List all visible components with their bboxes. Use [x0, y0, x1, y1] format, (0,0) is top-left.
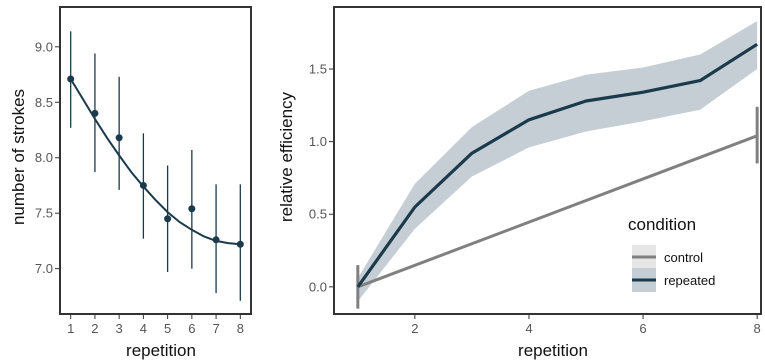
right-y-axis-title: relative efficiency: [277, 91, 296, 222]
x-tick-label: 4: [525, 321, 532, 336]
data-point-3: [115, 134, 123, 142]
x-tick-label: 6: [188, 321, 195, 336]
x-tick-label: 2: [91, 321, 98, 336]
y-tick-label: 1.0: [309, 134, 327, 149]
y-tick-label: 0.5: [309, 207, 327, 222]
x-tick-label: 8: [237, 321, 244, 336]
y-tick-label: 1.5: [309, 62, 327, 77]
y-tick-label: 7.0: [35, 261, 53, 276]
data-point-8: [236, 240, 244, 248]
legend-label-repeated: repeated: [664, 273, 715, 288]
data-point-7: [212, 236, 220, 244]
x-tick-label: 2: [411, 321, 418, 336]
left-x-axis-title: repetition: [126, 341, 196, 360]
repeated-confidence-band: [357, 21, 758, 302]
x-tick-label: 7: [212, 321, 219, 336]
left-panel: 7.0 7.5 8.0 8.5 9.0 1 2 3 4 5 6 7 8 repetition numb…: [9, 6, 252, 360]
right-x-axis: 2 4 6 8: [411, 314, 761, 336]
x-tick-label: 1: [67, 321, 74, 336]
x-tick-label: 4: [140, 321, 147, 336]
x-tick-label: 6: [639, 321, 646, 336]
left-panel-border: [59, 6, 252, 315]
data-point-6: [188, 205, 196, 213]
right-x-axis-title: repetition: [518, 341, 588, 360]
left-y-axis-title: number of strokes: [9, 89, 28, 225]
repeated-line: [356, 42, 758, 288]
y-tick-label: 9.0: [35, 39, 53, 54]
data-point-4: [139, 181, 147, 189]
data-point-1: [67, 75, 75, 83]
data-point-2: [91, 109, 99, 117]
legend-title: condition: [628, 215, 696, 234]
x-tick-label: 3: [116, 321, 123, 336]
right-plot-area: [356, 21, 759, 309]
control-line: [357, 134, 758, 289]
fit-curve: [69, 78, 241, 246]
y-tick-label: 7.5: [35, 206, 53, 221]
y-tick-label: 0.0: [309, 279, 327, 294]
legend: condition control repeated: [628, 215, 715, 292]
y-tick-label: 8.0: [35, 150, 53, 165]
left-x-axis: 1 2 3 4 5 6 7 8: [67, 314, 244, 336]
right-panel: 0.0 0.5 1.0 1.5 2 4 6 8 repetition relative ef…: [277, 6, 762, 360]
x-tick-label: 5: [164, 321, 171, 336]
x-tick-label: 8: [754, 321, 761, 336]
right-y-axis: 0.0 0.5 1.0 1.5: [309, 62, 334, 294]
left-plot-area: [67, 31, 244, 301]
data-point-5: [164, 215, 172, 223]
right-panel-border: [333, 6, 762, 315]
y-tick-label: 8.5: [35, 95, 53, 110]
legend-label-control: control: [664, 250, 703, 265]
left-y-axis: 7.0 7.5 8.0 8.5 9.0: [35, 39, 60, 276]
